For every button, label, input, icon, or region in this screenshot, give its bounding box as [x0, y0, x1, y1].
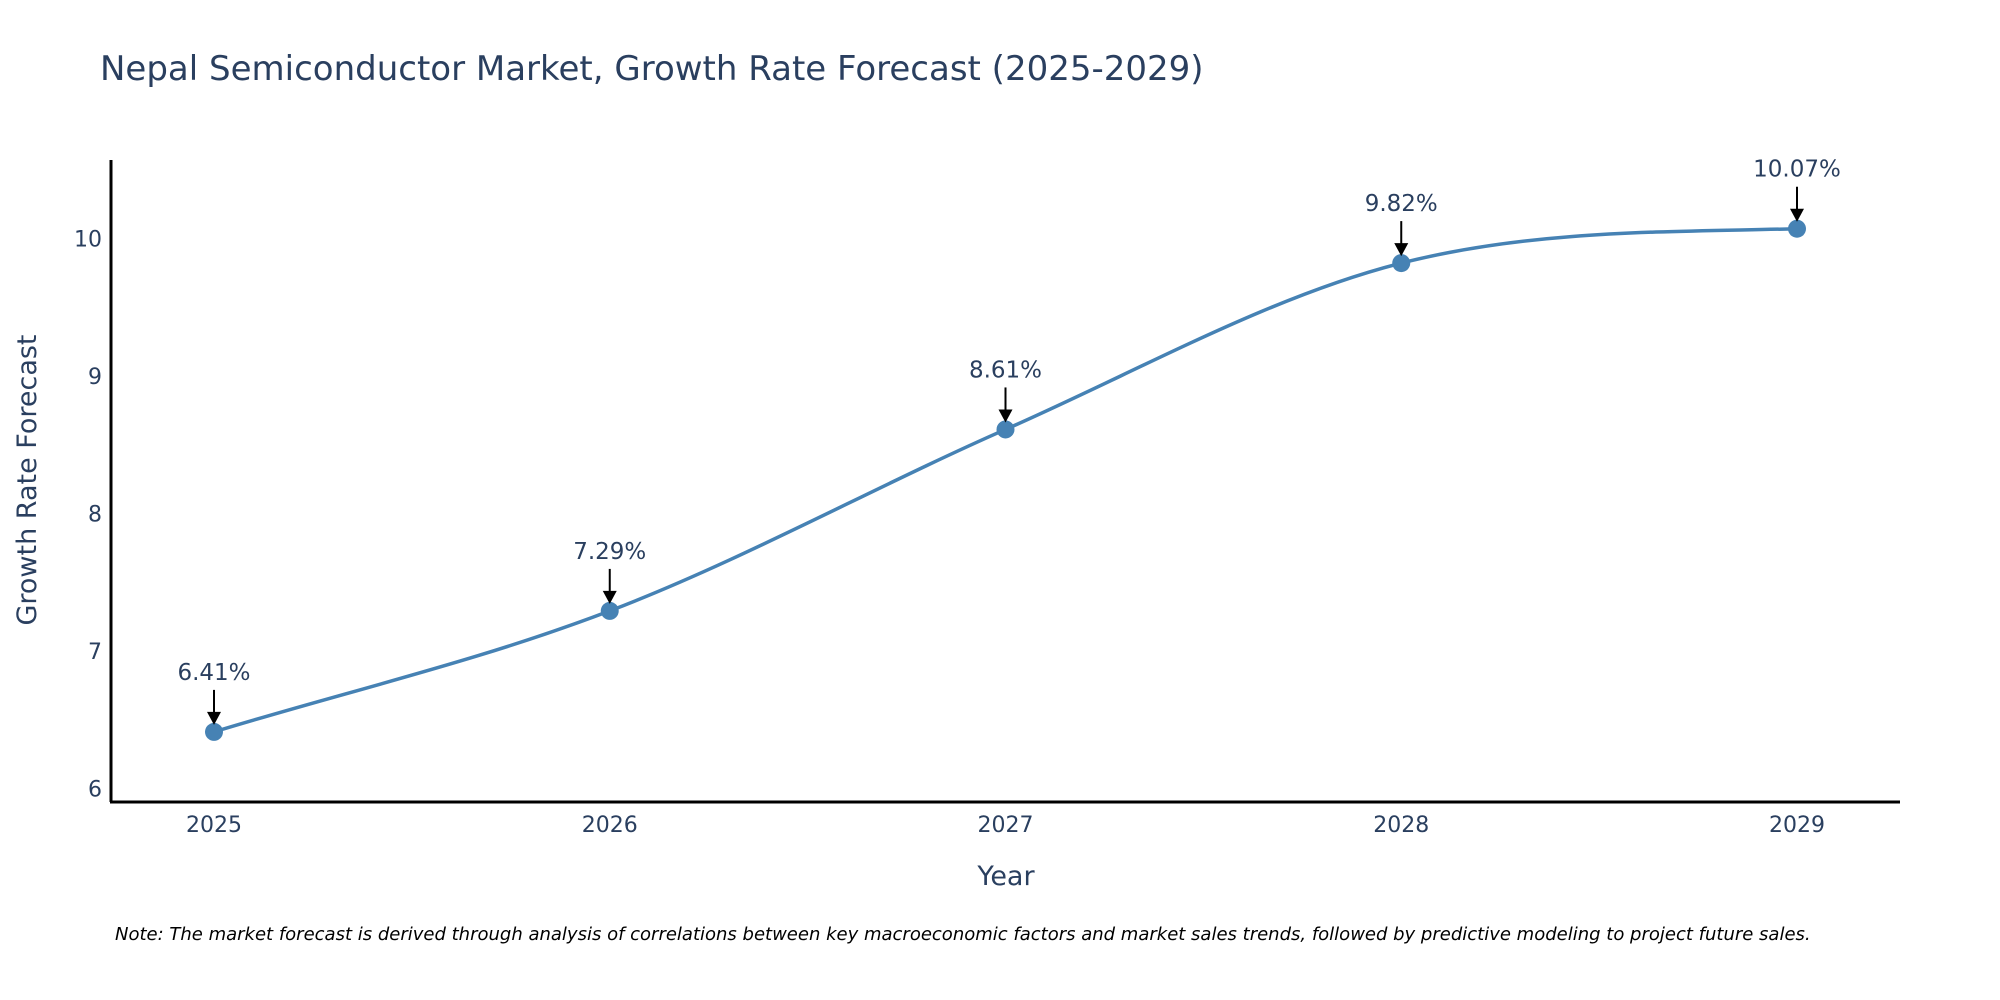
x-tick-label: 2025 [186, 813, 242, 838]
data-point [996, 420, 1015, 439]
data-label: 7.29% [573, 539, 646, 565]
data-point [1392, 254, 1411, 273]
y-tick-label: 6 [88, 777, 102, 802]
x-tick-label: 2028 [1373, 813, 1429, 838]
y-axis-title: Growth Rate Forecast [12, 334, 43, 625]
footnote: Note: The market forecast is derived thr… [115, 924, 1811, 945]
series-line [213, 226, 1798, 734]
y-tick-label: 10 [74, 227, 102, 252]
annotation-arrow-head [602, 590, 617, 604]
data-label: 9.82% [1365, 191, 1438, 217]
data-label: 10.07% [1753, 157, 1841, 183]
data-label: 6.41% [177, 660, 250, 686]
annotation-arrow-head [1790, 208, 1804, 222]
y-tick-label: 9 [88, 365, 102, 390]
chart-title: Nepal Semiconductor Market, Growth Rate … [100, 49, 1204, 89]
data-point [205, 722, 223, 741]
x-tick-labels: 2025 2026 2027 2028 2029 [186, 813, 1825, 838]
y-axis-title-group: Growth Rate Forecast [12, 334, 43, 625]
y-tick-labels: 6 7 8 9 10 [74, 227, 102, 802]
y-tick-label: 8 [88, 502, 102, 527]
annotation-arrow-head [998, 409, 1013, 423]
y-tick-label: 7 [88, 640, 102, 665]
data-labels: 6.41% 7.29% 8.61% 9.82% 10.07% [177, 157, 1841, 725]
x-tick-label: 2027 [978, 813, 1034, 838]
annotation-arrow-head [1394, 243, 1409, 257]
data-point [600, 601, 619, 620]
x-tick-label: 2029 [1769, 813, 1825, 838]
x-axis-title: Year [976, 861, 1035, 892]
x-tick-label: 2026 [582, 813, 638, 838]
data-label: 8.61% [969, 357, 1042, 383]
data-point [1788, 219, 1806, 238]
annotation-arrow-head [207, 711, 221, 725]
series-layer [205, 219, 1806, 741]
